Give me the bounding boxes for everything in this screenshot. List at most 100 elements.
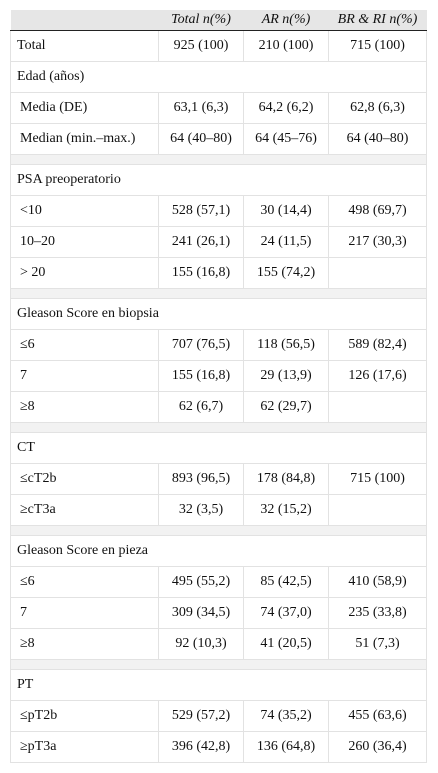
table-row: Total 925 (100) 210 (100) 715 (100) (10, 30, 427, 62)
value-cell: 241 (26,1) (158, 226, 244, 258)
value-cell (328, 391, 427, 423)
value-cell: 62 (29,7) (243, 391, 329, 423)
row-label: <10 (10, 195, 159, 227)
table-row: 7 155 (16,8) 29 (13,9) 126 (17,6) (10, 360, 427, 392)
value-cell: 62,8 (6,3) (328, 92, 427, 124)
row-label: ≤6 (10, 329, 159, 361)
row-label: ≤cT2b (10, 463, 159, 495)
value-cell: 118 (56,5) (243, 329, 329, 361)
value-cell: 32 (15,2) (243, 494, 329, 526)
table-body: Total 925 (100) 210 (100) 715 (100) Edad (añ… (10, 30, 427, 763)
value-cell: 495 (55,2) (158, 566, 244, 598)
value-cell (328, 494, 427, 526)
data-table: Total n(%) AR n(%) BR & RI n(%) Total 925 (… (10, 10, 427, 763)
row-label: ≥8 (10, 628, 159, 660)
section-title: CT (10, 432, 427, 464)
value-cell: 85 (42,5) (243, 566, 329, 598)
spacer-cell (10, 659, 427, 670)
section-title: PT (10, 669, 427, 701)
section-title: Gleason Score en pieza (10, 535, 427, 567)
value-cell: 51 (7,3) (328, 628, 427, 660)
table-row: ≤6 707 (76,5) 118 (56,5) 589 (82,4) (10, 329, 427, 361)
value-cell: 529 (57,2) (158, 700, 244, 732)
table-row: ≤6 495 (55,2) 85 (42,5) 410 (58,9) (10, 566, 427, 598)
section-row: Gleason Score en pieza (10, 535, 427, 567)
value-cell: 715 (100) (328, 463, 427, 495)
value-cell: 528 (57,1) (158, 195, 244, 227)
value-cell: 235 (33,8) (328, 597, 427, 629)
spacer-row (10, 525, 427, 536)
value-cell: 309 (34,5) (158, 597, 244, 629)
table-header: Total n(%) AR n(%) BR & RI n(%) (10, 10, 427, 31)
section-row: PT (10, 669, 427, 701)
row-label: > 20 (10, 257, 159, 289)
value-cell: 155 (16,8) (158, 257, 244, 289)
section-title: Edad (años) (10, 61, 427, 93)
value-cell: 210 (100) (243, 30, 329, 62)
value-cell: 260 (36,4) (328, 731, 427, 763)
section-title: Gleason Score en biopsia (10, 298, 427, 330)
row-label: Median (min.–max.) (10, 123, 159, 155)
value-cell: 217 (30,3) (328, 226, 427, 258)
value-cell: 62 (6,7) (158, 391, 244, 423)
row-label: ≤pT2b (10, 700, 159, 732)
header-cell (10, 10, 159, 31)
value-cell: 136 (64,8) (243, 731, 329, 763)
header-cell: BR & RI n(%) (328, 10, 427, 31)
header-cell: AR n(%) (243, 10, 329, 31)
spacer-cell (10, 288, 427, 299)
header-row: Total n(%) AR n(%) BR & RI n(%) (10, 10, 427, 31)
value-cell: 178 (84,8) (243, 463, 329, 495)
value-cell: 498 (69,7) (328, 195, 427, 227)
table-row: 7 309 (34,5) 74 (37,0) 235 (33,8) (10, 597, 427, 629)
row-label: Media (DE) (10, 92, 159, 124)
spacer-cell (10, 422, 427, 433)
value-cell: 893 (96,5) (158, 463, 244, 495)
row-label: Total (10, 30, 159, 62)
section-row: Gleason Score en biopsia (10, 298, 427, 330)
value-cell: 396 (42,8) (158, 731, 244, 763)
value-cell: 589 (82,4) (328, 329, 427, 361)
value-cell: 715 (100) (328, 30, 427, 62)
header-cell: Total n(%) (158, 10, 244, 31)
table-row: ≤pT2b 529 (57,2) 74 (35,2) 455 (63,6) (10, 700, 427, 732)
value-cell: 74 (37,0) (243, 597, 329, 629)
row-label: 7 (10, 360, 159, 392)
value-cell (328, 257, 427, 289)
value-cell: 63,1 (6,3) (158, 92, 244, 124)
table-row: 10–20 241 (26,1) 24 (11,5) 217 (30,3) (10, 226, 427, 258)
spacer-cell (10, 525, 427, 536)
table-row: ≤cT2b 893 (96,5) 178 (84,8) 715 (100) (10, 463, 427, 495)
row-label: 10–20 (10, 226, 159, 258)
spacer-row (10, 422, 427, 433)
row-label: ≥8 (10, 391, 159, 423)
spacer-row (10, 154, 427, 165)
table-row: <10 528 (57,1) 30 (14,4) 498 (69,7) (10, 195, 427, 227)
value-cell: 32 (3,5) (158, 494, 244, 526)
value-cell: 64,2 (6,2) (243, 92, 329, 124)
table-row: ≥pT3a 396 (42,8) 136 (64,8) 260 (36,4) (10, 731, 427, 763)
table-row: > 20 155 (16,8) 155 (74,2) (10, 257, 427, 289)
table-row: ≥8 62 (6,7) 62 (29,7) (10, 391, 427, 423)
value-cell: 64 (40–80) (158, 123, 244, 155)
value-cell: 74 (35,2) (243, 700, 329, 732)
spacer-row (10, 288, 427, 299)
value-cell: 155 (74,2) (243, 257, 329, 289)
value-cell: 410 (58,9) (328, 566, 427, 598)
value-cell: 126 (17,6) (328, 360, 427, 392)
table-row: ≥8 92 (10,3) 41 (20,5) 51 (7,3) (10, 628, 427, 660)
row-label: ≤6 (10, 566, 159, 598)
value-cell: 455 (63,6) (328, 700, 427, 732)
spacer-cell (10, 154, 427, 165)
value-cell: 92 (10,3) (158, 628, 244, 660)
section-title: PSA preoperatorio (10, 164, 427, 196)
row-label: 7 (10, 597, 159, 629)
row-label: ≥pT3a (10, 731, 159, 763)
section-row: Edad (años) (10, 61, 427, 93)
table-row: Media (DE) 63,1 (6,3) 64,2 (6,2) 62,8 (6,3) (10, 92, 427, 124)
value-cell: 155 (16,8) (158, 360, 244, 392)
section-row: PSA preoperatorio (10, 164, 427, 196)
value-cell: 64 (40–80) (328, 123, 427, 155)
table-row: ≥cT3a 32 (3,5) 32 (15,2) (10, 494, 427, 526)
